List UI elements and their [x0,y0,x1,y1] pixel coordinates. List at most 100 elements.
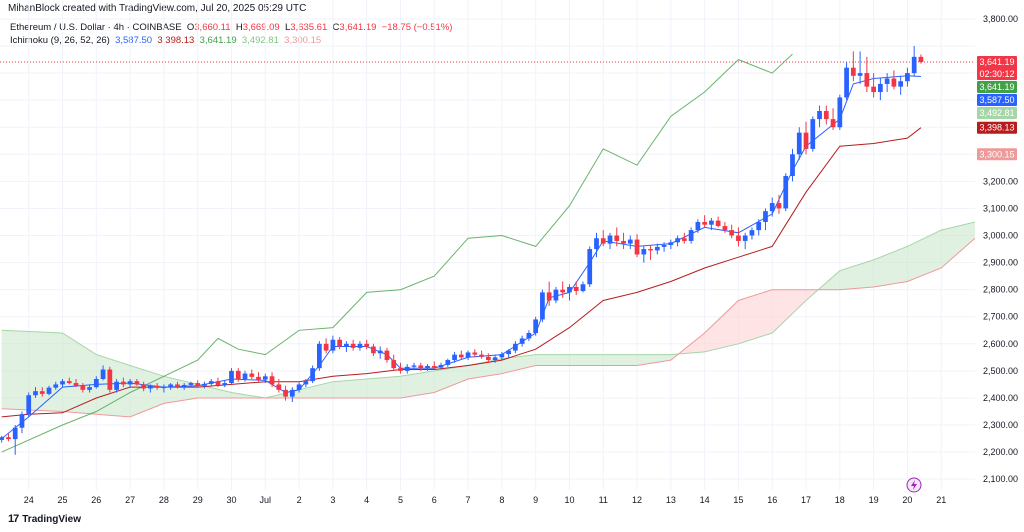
candle-body [46,387,52,394]
candle [594,232,599,258]
time-axis-label: 7 [466,495,471,505]
price-tag-value: 3,587.50 [979,95,1014,105]
symbol-name[interactable]: Ethereum / U.S. Dollar · 4h · COINBASE [10,22,182,33]
candle [675,235,680,247]
candle [26,392,32,417]
candle-body [763,211,768,222]
time-axis-label: 28 [159,495,169,505]
price-tag: 3,587.50 [977,93,1017,106]
candle-body [627,239,633,244]
candle-body [567,286,572,293]
time-axis-label: 9 [533,495,538,505]
candle [425,364,430,371]
candle-body [283,389,288,397]
candle [418,362,424,371]
candle [303,379,309,388]
candle [756,219,762,236]
candle [709,217,714,231]
price-axis-label: 2,400.00 [983,393,1018,403]
candle-body [337,339,343,347]
candle [587,246,593,287]
candle-body [202,383,207,386]
candle [350,339,356,351]
candle-body [472,352,478,355]
ichimoku-legend-row[interactable]: Ichimoku (9, 26, 52, 26) 3,587.50 3,398.… [10,34,452,47]
candle [6,433,11,442]
candle [357,341,363,351]
candle [100,365,106,381]
candle-body [161,387,167,389]
candle [154,383,160,390]
candle [472,349,478,358]
candle-body [107,369,113,390]
price-change: −18.75 (−0.51%) [381,22,453,33]
candle [465,350,471,361]
price-tag-value: 3,641.19 [979,82,1014,92]
candle [506,349,511,358]
candle [181,383,187,390]
candle-body [911,56,917,74]
candle [80,383,86,393]
candle [458,350,464,361]
candle [148,384,153,393]
candle [546,281,552,306]
candle [19,411,25,434]
candle [878,78,883,101]
go-to-realtime-icon[interactable] [906,477,922,493]
time-axis-label: 17 [801,495,811,505]
candle [296,381,302,393]
candle-body [229,370,234,384]
candle [398,362,403,374]
price-axis-label: 2,300.00 [983,420,1018,430]
candle [898,75,904,95]
price-axis-label: 3,800.00 [983,14,1018,24]
candle-body [607,235,613,244]
candle [567,284,572,301]
candle-body [830,119,836,128]
candle-body [702,221,708,225]
candle-body [53,384,59,388]
candle [769,197,775,217]
time-axis-label: 13 [666,495,676,505]
candle [377,346,383,359]
candle-body [431,366,437,368]
candle [134,379,140,386]
tradingview-brand[interactable]: 17 TradingView [8,513,81,525]
high-label: H [235,22,243,33]
candle [107,366,113,393]
ichimoku-title[interactable]: Ichimoku (9, 26, 52, 26) [10,35,110,46]
candle-body [262,376,268,380]
price-tag-value: 3,641.19 [979,57,1014,67]
candle [715,216,721,228]
candle-body [411,365,417,367]
candle [337,337,343,350]
time-axis-label: 29 [193,495,203,505]
cloud-bearish [681,288,820,354]
candle [837,94,843,130]
candle-body [776,203,782,209]
time-axis-label: 30 [226,495,236,505]
price-axis[interactable]: 2,100.00 2,200.00 2,300.00 2,400.00 2,500.00… [983,14,1018,484]
candle-body [66,381,72,384]
symbol-legend-row[interactable]: Ethereum / U.S. Dollar · 4h · COINBASE O… [10,21,452,34]
candle-body [208,381,214,384]
candle [168,383,174,390]
candle [445,358,451,367]
price-tag-bg [977,121,1017,134]
candle [87,384,92,393]
time-axis-label: 19 [869,495,879,505]
time-axis-label: 20 [902,495,912,505]
lagging-span-line [1,53,793,453]
candle [553,286,559,304]
candle-body [533,319,539,333]
time-axis-label: 21 [936,495,946,505]
candle-body [357,343,363,348]
time-axis[interactable]: 24 25 26 27 28 29 30 Jul 2 3 4 5 6 7 8 9 10 11 12 13 14 15 16 1… [24,495,946,505]
candle-body [269,376,275,385]
candle [33,387,38,398]
candle [222,380,228,388]
candle-body [438,364,444,368]
candle-body [154,385,160,388]
candle-body [587,249,593,285]
